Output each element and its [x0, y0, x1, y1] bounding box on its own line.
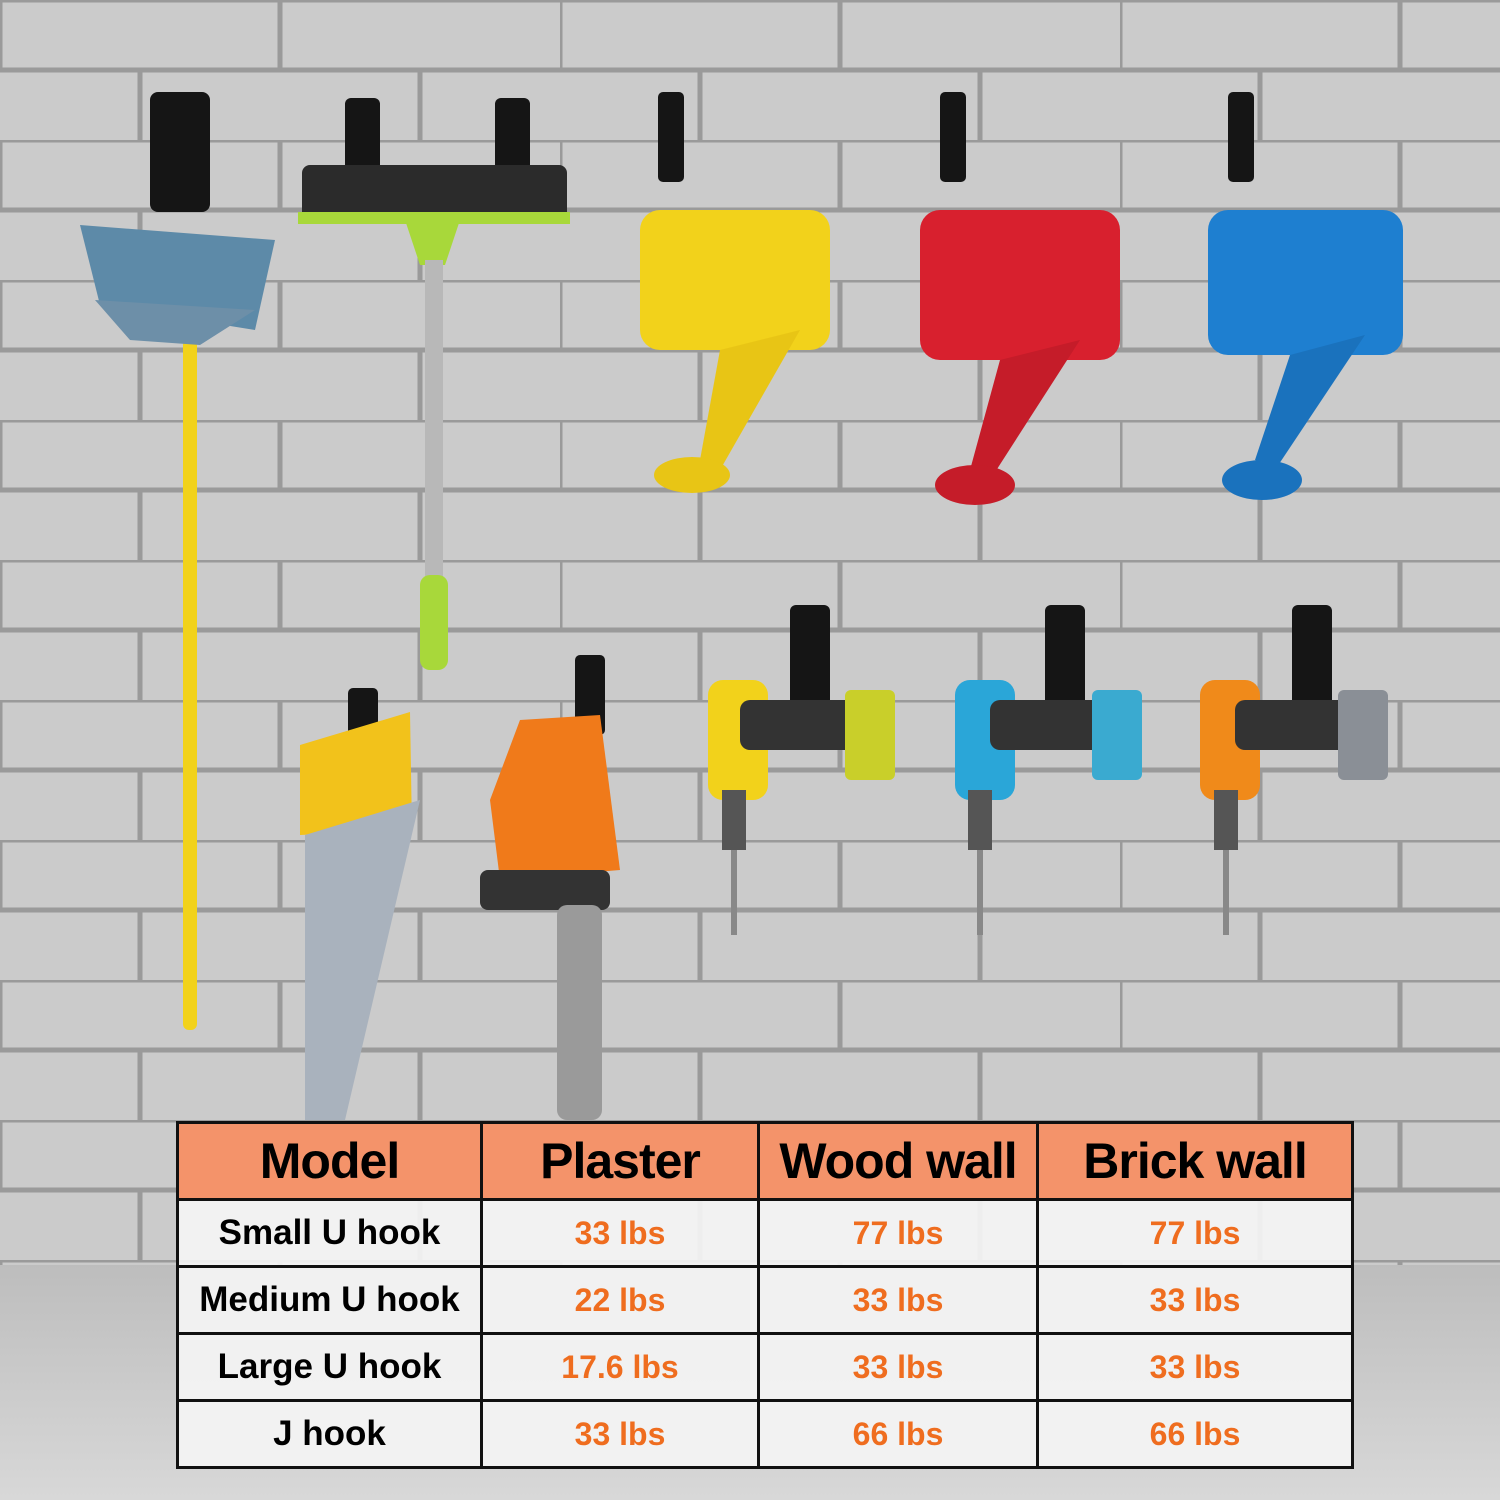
drill-blue	[955, 680, 1142, 935]
brick-cell: 77 lbs	[1036, 1198, 1354, 1268]
wood-cell: 77 lbs	[757, 1198, 1039, 1268]
watering-can-blue	[1208, 210, 1403, 500]
load-capacity-table: Model Plaster Wood wall Brick wall Small…	[176, 1121, 1354, 1469]
watering-can-yellow	[640, 210, 830, 493]
wood-cell: 33 lbs	[757, 1265, 1039, 1335]
plaster-cell: 22 lbs	[480, 1265, 760, 1335]
header-wood-wall: Wood wall	[757, 1121, 1039, 1201]
brick-cell: 66 lbs	[1036, 1399, 1354, 1469]
plaster-cell: 33 lbs	[480, 1198, 760, 1268]
watering-can-red	[920, 210, 1120, 505]
broom	[80, 225, 275, 1030]
table-row: J hook 33 lbs 66 lbs 66 lbs	[176, 1399, 1354, 1469]
table-row: Large U hook 17.6 lbs 33 lbs 33 lbs	[176, 1332, 1354, 1402]
table-header-row: Model Plaster Wood wall Brick wall	[176, 1121, 1354, 1201]
wood-cell: 33 lbs	[757, 1332, 1039, 1402]
header-brick-wall: Brick wall	[1036, 1121, 1354, 1201]
squeegee	[298, 165, 570, 670]
wood-cell: 66 lbs	[757, 1399, 1039, 1469]
plaster-cell: 33 lbs	[480, 1399, 760, 1469]
drill-orange	[1200, 680, 1388, 935]
table-row: Medium U hook 22 lbs 33 lbs 33 lbs	[176, 1265, 1354, 1335]
brick-cell: 33 lbs	[1036, 1332, 1354, 1402]
drill-yellow	[708, 680, 895, 935]
hand-saw	[300, 712, 420, 1120]
model-cell: Large U hook	[176, 1332, 483, 1402]
model-cell: Medium U hook	[176, 1265, 483, 1335]
header-model: Model	[176, 1121, 483, 1201]
plaster-cell: 17.6 lbs	[480, 1332, 760, 1402]
table-row: Small U hook 33 lbs 77 lbs 77 lbs	[176, 1198, 1354, 1268]
chainsaw	[480, 715, 620, 1120]
model-cell: Small U hook	[176, 1198, 483, 1268]
model-cell: J hook	[176, 1399, 483, 1469]
brick-cell: 33 lbs	[1036, 1265, 1354, 1335]
header-plaster: Plaster	[480, 1121, 760, 1201]
